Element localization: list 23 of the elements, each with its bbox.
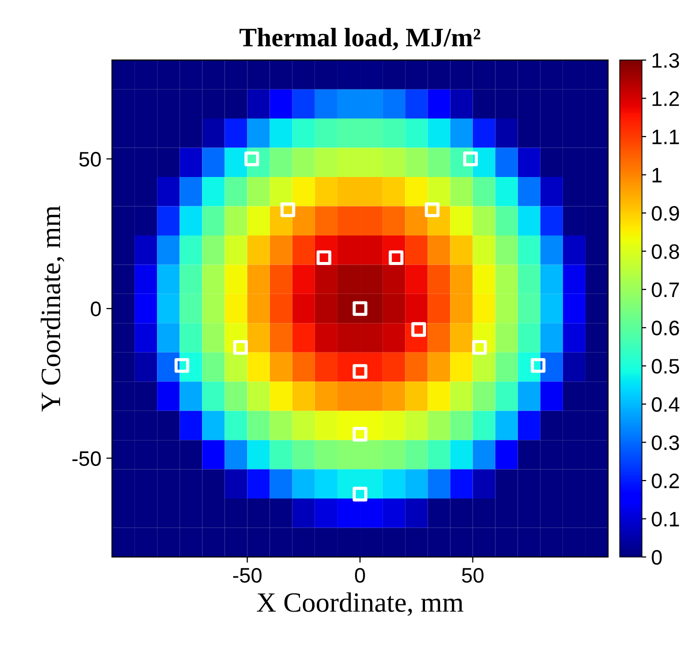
color-bar-label: 0.3 <box>652 435 680 450</box>
color-bar-label: 1.1 <box>652 130 679 144</box>
color-bar-label: 0.6 <box>652 320 680 336</box>
color-bar-label: 1.2 <box>652 91 679 106</box>
x-tick-label: 50 <box>462 568 484 583</box>
color-bar-label: 0.9 <box>652 206 679 221</box>
color-bar-label: 0.2 <box>652 474 679 488</box>
color-bar-label: 0.5 <box>652 358 680 374</box>
y-tick-label: 50 <box>79 152 101 167</box>
color-bar-label: 1.3 <box>652 53 680 68</box>
y-tick-label: 0 <box>90 302 101 316</box>
color-bar-label: 0.1 <box>652 512 679 527</box>
x-tick-label: 0 <box>355 568 365 583</box>
color-bar-label: 1 <box>652 168 662 182</box>
color-bar-label: 0.8 <box>652 244 680 259</box>
color-bar-label: 0.7 <box>652 282 679 298</box>
x-axis-title: X Coordinate, mm <box>256 592 464 616</box>
color-bar-label: 0.4 <box>652 397 680 412</box>
color-bar-label: 0 <box>652 550 662 565</box>
chart-title: Thermal load, MJ/m² <box>240 28 480 50</box>
y-axis-title: Y Coordinate, mm <box>40 206 64 412</box>
x-tick-label: -50 <box>233 568 262 583</box>
y-tick-label: -50 <box>72 451 101 466</box>
